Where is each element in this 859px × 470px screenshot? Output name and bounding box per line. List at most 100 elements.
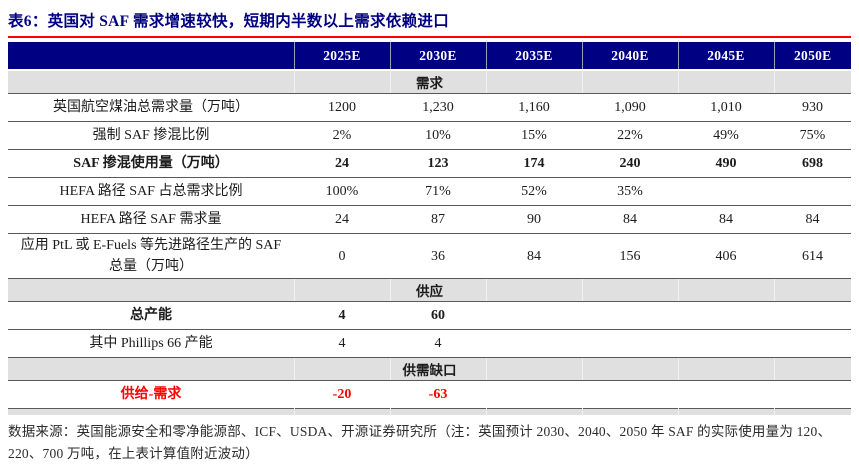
value-cell	[774, 329, 851, 358]
value-cell	[486, 301, 582, 330]
saf-demand-supply-table: 2025E 2030E 2035E 2040E 2045E 2050E 需求 英国航空煤油总…	[8, 42, 851, 415]
value-cell: 1200	[294, 93, 390, 122]
value-cell: 240	[582, 149, 678, 178]
value-cell: 1,090	[582, 93, 678, 122]
section-row: 供需缺口	[8, 357, 851, 381]
value-cell	[774, 177, 851, 206]
value-cell: 698	[774, 149, 851, 178]
value-cell: 75%	[774, 121, 851, 150]
section-label: 供应	[8, 279, 851, 302]
section-label: 需求	[8, 70, 851, 94]
table-row: HEFA 路径 SAF 占总需求比例 100% 71% 52% 35%	[8, 177, 851, 206]
table-row: 应用 PtL 或 E-Fuels 等先进路径生产的 SAF 总量（万吨） 0 36 8…	[8, 233, 851, 279]
value-cell: 36	[390, 233, 486, 279]
value-cell: 0	[294, 233, 390, 279]
value-cell: 156	[582, 233, 678, 279]
value-cell: 49%	[678, 121, 774, 150]
table-row: HEFA 路径 SAF 需求量 24 87 90 84 84 84	[8, 205, 851, 234]
value-cell	[486, 329, 582, 358]
table-header: 2025E 2030E 2035E 2040E 2045E 2050E	[8, 42, 851, 70]
table-title: 表6：英国对 SAF 需求增速较快，短期内半数以上需求依赖进口	[8, 13, 450, 30]
row-label: 总产能	[8, 301, 294, 330]
value-cell: 84	[678, 205, 774, 234]
value-cell: 60	[390, 301, 486, 330]
value-cell: 174	[486, 149, 582, 178]
table-header-row: 2025E 2030E 2035E 2040E 2045E 2050E	[8, 42, 851, 70]
value-cell: 71%	[390, 177, 486, 206]
row-label: SAF 掺混使用量（万吨）	[8, 149, 294, 178]
row-label: 其中 Phillips 66 产能	[8, 329, 294, 358]
value-cell: 52%	[486, 177, 582, 206]
section-row: 需求	[8, 70, 851, 94]
value-cell	[774, 380, 851, 409]
value-cell	[774, 301, 851, 330]
value-cell	[582, 380, 678, 409]
row-label: HEFA 路径 SAF 需求量	[8, 205, 294, 234]
strip-cell	[677, 408, 774, 415]
value-cell: 87	[390, 205, 486, 234]
row-label: 应用 PtL 或 E-Fuels 等先进路径生产的 SAF 总量（万吨）	[8, 233, 294, 279]
table-row: 英国航空煤油总需求量（万吨） 1200 1,230 1,160 1,090 1,010 93…	[8, 93, 851, 122]
row-label: 强制 SAF 掺混比例	[8, 121, 294, 150]
column-header-2040E: 2040E	[581, 42, 678, 70]
value-cell: 35%	[582, 177, 678, 206]
source-note: 数据来源：英国能源安全和零净能源部、ICF、USDA、开源证券研究所（注：英国预…	[8, 424, 832, 461]
table-row: SAF 掺混使用量（万吨） 24 123 174 240 490 698	[8, 149, 851, 178]
value-cell: 90	[486, 205, 582, 234]
value-cell	[678, 301, 774, 330]
value-cell	[582, 329, 678, 358]
strip-cell	[293, 408, 390, 415]
column-header-2045E: 2045E	[677, 42, 774, 70]
value-cell: 24	[294, 205, 390, 234]
strip-cell	[8, 408, 294, 415]
value-cell: 1,010	[678, 93, 774, 122]
table-row: 供给-需求 -20 -63	[8, 380, 851, 409]
value-cell: 24	[294, 149, 390, 178]
value-cell: -63	[390, 380, 486, 409]
row-label: 英国航空煤油总需求量（万吨）	[8, 93, 294, 122]
column-header-blank	[8, 42, 294, 70]
report-table-page: 表6：英国对 SAF 需求增速较快，短期内半数以上需求依赖进口 2025E 203…	[0, 12, 859, 470]
value-cell: 10%	[390, 121, 486, 150]
value-cell	[582, 301, 678, 330]
value-cell: 84	[582, 205, 678, 234]
title-underline	[8, 36, 851, 38]
row-label: 供给-需求	[8, 380, 294, 409]
column-header-2035E: 2035E	[485, 42, 582, 70]
section-row: 供应	[8, 278, 851, 302]
value-cell: -20	[294, 380, 390, 409]
value-cell: 406	[678, 233, 774, 279]
table-row: 总产能 4 60	[8, 301, 851, 330]
strip-cell	[485, 408, 582, 415]
strip-cell	[389, 408, 486, 415]
table-row: 其中 Phillips 66 产能 4 4	[8, 329, 851, 358]
column-header-2030E: 2030E	[389, 42, 486, 70]
table-row: 强制 SAF 掺混比例 2% 10% 15% 22% 49% 75%	[8, 121, 851, 150]
value-cell: 4	[294, 329, 390, 358]
column-header-2025E: 2025E	[293, 42, 390, 70]
value-cell: 4	[294, 301, 390, 330]
column-header-2050E: 2050E	[773, 42, 851, 70]
value-cell	[678, 329, 774, 358]
value-cell: 84	[774, 205, 851, 234]
table-bottom-strip	[8, 408, 851, 415]
value-cell: 84	[486, 233, 582, 279]
value-cell	[678, 177, 774, 206]
value-cell: 490	[678, 149, 774, 178]
value-cell	[486, 380, 582, 409]
section-label: 供需缺口	[8, 358, 851, 381]
value-cell: 22%	[582, 121, 678, 150]
strip-cell	[581, 408, 678, 415]
value-cell: 123	[390, 149, 486, 178]
value-cell: 1,230	[390, 93, 486, 122]
value-cell: 2%	[294, 121, 390, 150]
value-cell: 15%	[486, 121, 582, 150]
row-label: HEFA 路径 SAF 占总需求比例	[8, 177, 294, 206]
value-cell: 4	[390, 329, 486, 358]
value-cell	[678, 380, 774, 409]
value-cell: 100%	[294, 177, 390, 206]
strip-cell	[773, 408, 851, 415]
value-cell: 614	[774, 233, 851, 279]
value-cell: 1,160	[486, 93, 582, 122]
table-body: 需求 英国航空煤油总需求量（万吨） 1200 1,230 1,160 1,090 1,010…	[8, 70, 851, 415]
